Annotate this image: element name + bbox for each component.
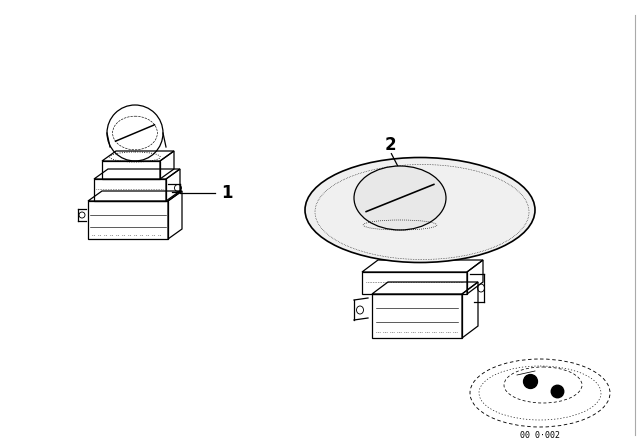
Ellipse shape — [305, 158, 535, 263]
Text: 00 0·002: 00 0·002 — [520, 431, 560, 439]
Text: 1: 1 — [221, 184, 232, 202]
Text: 2: 2 — [384, 136, 396, 154]
Ellipse shape — [354, 166, 446, 230]
